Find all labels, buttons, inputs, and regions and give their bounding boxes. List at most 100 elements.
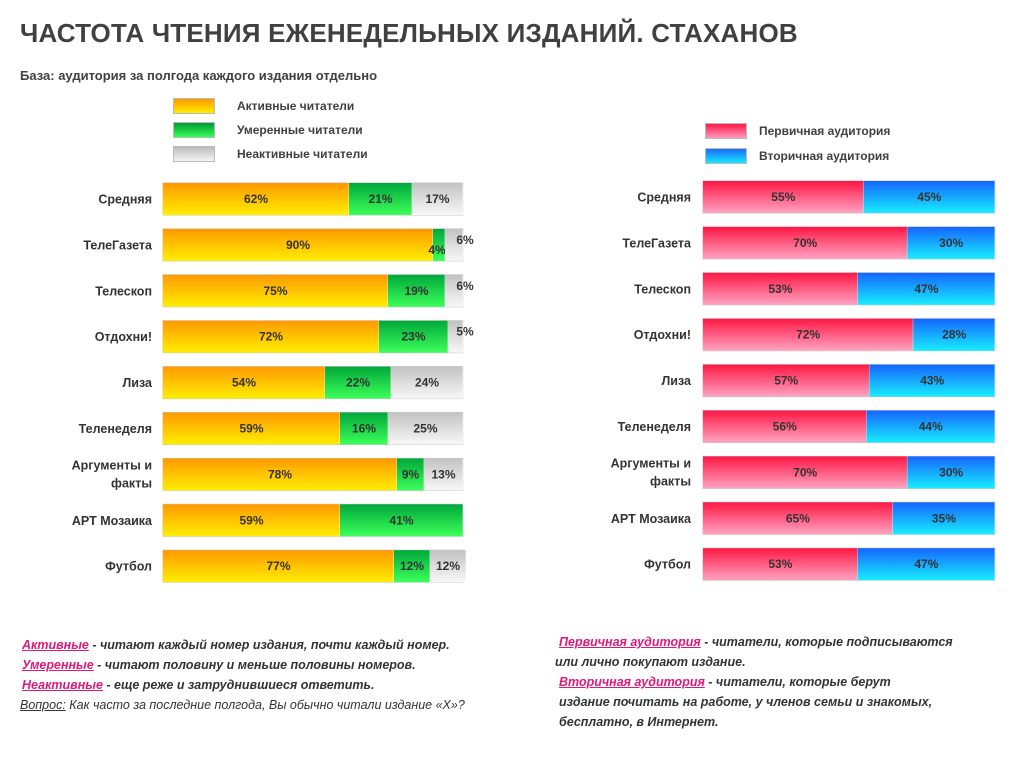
note-question-text: Как часто за последние полгода, Вы обычн… [65, 698, 465, 712]
bar-segment [163, 274, 388, 307]
bar-segment [703, 502, 893, 535]
legend-swatch-primary [705, 123, 747, 139]
bar-segment [349, 183, 412, 215]
bar-segment [445, 228, 463, 261]
legend-item-secondary: Вторичная аудитория [705, 148, 889, 164]
note-primary-text: - читатели, которые подписываются [700, 635, 953, 649]
value-label: 4% [428, 243, 446, 257]
value-label: 23% [401, 330, 425, 344]
bar-segment [703, 226, 908, 259]
value-label: 6% [456, 233, 474, 247]
bar-segment [703, 456, 908, 489]
category-label: Отдохни! [95, 330, 152, 344]
note-inactive: Неактивные - еще реже и затруднившиеся о… [22, 675, 465, 695]
value-label: 78% [268, 467, 292, 481]
bar-segment [703, 548, 858, 581]
value-label: 9% [402, 467, 420, 481]
value-label: 21% [368, 192, 392, 206]
bar-segment [703, 181, 864, 213]
bar-segment [445, 274, 463, 307]
value-label: 24% [415, 376, 439, 390]
category-label: Отдохни! [634, 328, 691, 342]
value-label: 30% [939, 465, 963, 479]
bar-segment [863, 181, 995, 213]
legend-label-secondary: Вторичная аудитория [759, 149, 890, 163]
bar-segment [857, 272, 995, 305]
bar-segment [433, 228, 445, 261]
category-label: Аргументы и факты [611, 456, 691, 488]
category-label: ТелеГазета [83, 238, 153, 252]
bar-segment [907, 456, 995, 489]
bar-segment [163, 366, 325, 399]
note-active: Активные - читают каждый номер издания, … [22, 635, 465, 655]
value-label: 55% [771, 190, 795, 204]
category-label: Футбол [644, 558, 691, 572]
value-label: 28% [942, 328, 966, 342]
note-moderate-term: Умеренные [22, 658, 94, 672]
chart-right: Средняя 55% 45% ТелеГазета 70% 30% Телескоп 53%… [611, 180, 996, 581]
value-label: 19% [404, 284, 428, 298]
bar-segment [391, 366, 463, 399]
value-label: 35% [932, 511, 956, 525]
legend-swatch-moderate [173, 122, 215, 138]
bar-segment [388, 274, 445, 307]
note-secondary-text: - читатели, которые берут [704, 675, 891, 689]
note-active-text: - читают каждый номер издания, почти каж… [88, 638, 450, 652]
bar-segment [325, 366, 391, 399]
category-label: Лиза [123, 376, 154, 390]
value-label: 16% [352, 422, 376, 436]
category-label: Лиза [662, 374, 693, 388]
bar-segment [163, 320, 379, 353]
bar-segment [394, 550, 430, 583]
category-label: Теленеделя [79, 422, 152, 436]
bar-segment [163, 504, 340, 537]
bar-segment [163, 458, 397, 491]
value-label: 5% [456, 325, 474, 339]
legend-item-primary: Первичная аудитория [705, 123, 890, 139]
value-label: 45% [917, 190, 941, 204]
note-moderate-text: - читают половину и меньше половины номе… [93, 658, 416, 672]
value-label: 30% [939, 236, 963, 250]
value-label: 57% [774, 374, 798, 388]
bar-segment [388, 412, 463, 445]
value-label: 43% [920, 374, 944, 388]
notes-left: Активные - читают каждый номер издания, … [20, 635, 465, 715]
category-label: Средняя [98, 193, 152, 207]
bar-segment [340, 412, 388, 445]
legend-label-inactive: Неактивные читатели [237, 147, 368, 161]
value-label: 53% [768, 557, 792, 571]
bar-segment [448, 320, 463, 353]
legend-label-moderate: Умеренные читатели [237, 123, 363, 137]
legend-item-inactive: Неактивные читатели [173, 146, 368, 162]
value-label: 90% [286, 238, 310, 252]
bar-segment [869, 364, 995, 397]
value-label: 70% [793, 236, 817, 250]
note-secondary-cont2: бесплатно, в Интернет. [559, 715, 719, 729]
value-label: 12% [436, 559, 460, 573]
value-label: 6% [456, 279, 474, 293]
value-label: 25% [413, 422, 437, 436]
value-label: 53% [768, 282, 792, 296]
category-label: АРТ Мозаика [611, 512, 692, 526]
category-label: АРТ Мозаика [72, 514, 153, 528]
bar-segment [907, 226, 995, 259]
legend-label-primary: Первичная аудитория [759, 124, 891, 138]
bar-segment [397, 458, 424, 491]
note-primary: Первичная аудитория - читатели, которые … [555, 632, 953, 652]
bar-segment [857, 548, 995, 581]
bar-segment [412, 183, 463, 215]
note-primary-cont: или лично покупают издание. [555, 655, 746, 669]
note-question: Вопрос: Как часто за последние полгода, … [20, 695, 465, 715]
category-label: ТелеГазета [622, 236, 692, 250]
legend-item-moderate: Умеренные читатели [173, 122, 363, 138]
category-label: Аргументы и факты [72, 458, 152, 490]
value-label: 75% [263, 284, 287, 298]
value-label: 13% [431, 467, 455, 481]
value-label: 77% [266, 559, 290, 573]
category-label: Футбол [105, 560, 152, 574]
bar-segment [913, 318, 995, 351]
note-primary-term: Первичная аудитория [559, 635, 701, 649]
value-label: 59% [239, 422, 263, 436]
value-label: 41% [389, 513, 413, 527]
